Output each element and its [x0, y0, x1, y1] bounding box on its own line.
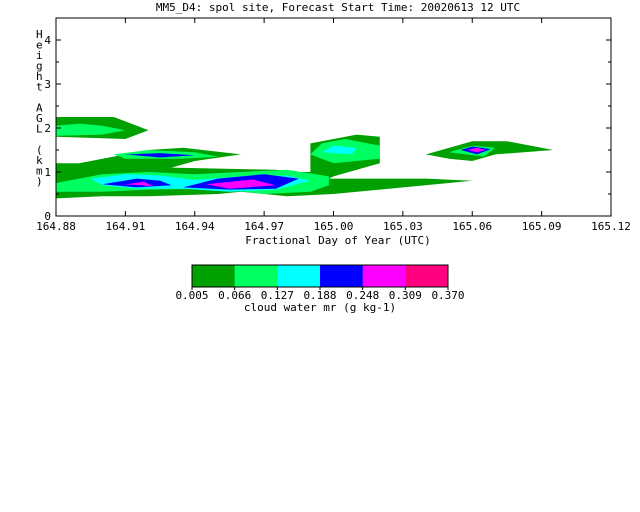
y-tick-label: 2 [44, 122, 51, 135]
x-tick-label: 165.12 [591, 220, 631, 233]
x-tick-label: 165.09 [522, 220, 562, 233]
y-tick-label: 3 [44, 78, 51, 91]
y-tick-label: 1 [44, 166, 51, 179]
colorbar-swatch [192, 265, 236, 287]
contour-region [125, 153, 195, 158]
colorbar-level-label: 0.248 [346, 289, 379, 302]
colorbar-level-label: 0.127 [261, 289, 294, 302]
contour-region [125, 181, 154, 187]
colorbar-level-label: 0.188 [303, 289, 336, 302]
y-axis: 0 1 2 3 4 [44, 34, 611, 223]
contour-region [467, 147, 487, 153]
x-tick-label: 164.97 [244, 220, 284, 233]
x-tick-label: 165.03 [383, 220, 423, 233]
x-axis: 164.88 164.91 164.94 164.97 165.00 165.03 165.… [36, 18, 631, 233]
x-tick-label: 164.94 [175, 220, 215, 233]
colorbar-swatch [405, 265, 449, 287]
colorbar-swatch [362, 265, 406, 287]
contour-region [56, 123, 126, 136]
x-tick-label: 165.00 [314, 220, 354, 233]
colorbar-level-label: 0.005 [175, 289, 208, 302]
chart-title: MM5_D4: spol site, Forecast Start Time: … [156, 1, 520, 14]
colorbar-level-label: 0.370 [431, 289, 464, 302]
x-tick-label: 164.88 [36, 220, 76, 233]
colorbar-label: cloud water mr (g kg-1) [244, 301, 396, 314]
y-tick-label: 4 [44, 34, 51, 47]
contour-region [321, 145, 357, 155]
colorbar-level-label: 0.309 [389, 289, 422, 302]
x-tick-label: 164.91 [106, 220, 146, 233]
contour-layer [56, 117, 554, 199]
y-tick-label: 0 [44, 210, 51, 223]
colorbar-swatch [320, 265, 364, 287]
colorbar-swatch [277, 265, 321, 287]
colorbar-swatch [234, 265, 278, 287]
x-axis-label: Fractional Day of Year (UTC) [245, 234, 430, 247]
colorbar: 0.005 0.066 0.127 0.188 0.248 0.309 0.370 [175, 264, 465, 302]
contour-region [206, 179, 276, 189]
colorbar-level-label: 0.066 [218, 289, 251, 302]
x-tick-label: 165.06 [452, 220, 492, 233]
